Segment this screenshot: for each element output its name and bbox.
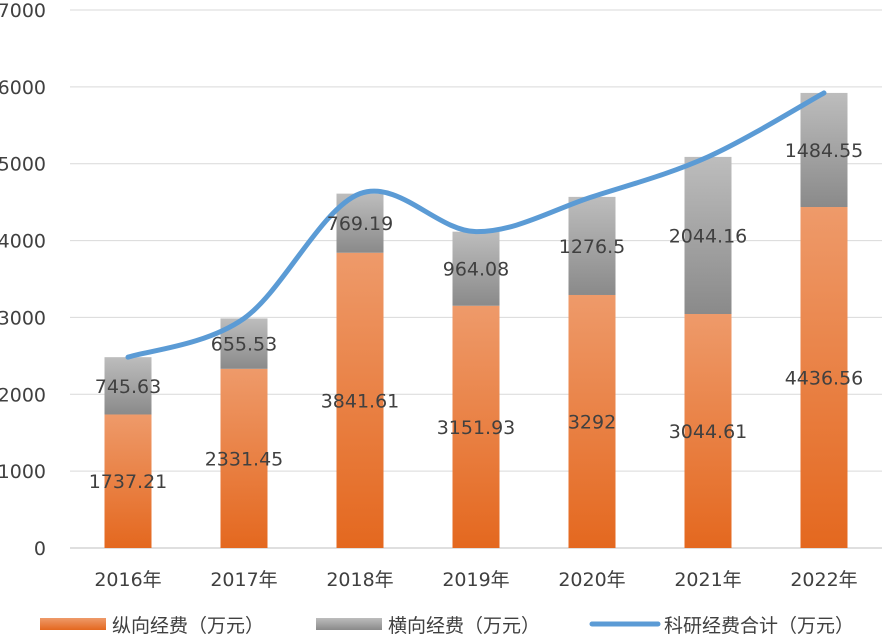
legend-swatch-horizontal [316, 618, 382, 630]
data-label-vertical: 1737.21 [89, 471, 168, 493]
x-tick-label: 2018年 [326, 569, 393, 591]
data-label-vertical: 3841.61 [321, 390, 400, 412]
bar-vertical-funding [220, 368, 268, 548]
x-tick-label: 2016年 [94, 569, 161, 591]
data-label-vertical: 3292 [568, 411, 616, 433]
bar-vertical-funding [684, 313, 732, 548]
y-tick-label: 0 [34, 538, 46, 560]
legend-label-horizontal: 横向经费（万元） [388, 615, 540, 637]
bar-vertical-funding [800, 207, 848, 548]
legend: 纵向经费（万元） 横向经费（万元） 科研经费合计（万元） [40, 615, 854, 637]
y-tick-label: 6000 [0, 77, 46, 99]
data-label-vertical: 4436.56 [785, 368, 864, 390]
data-label-vertical: 2331.45 [205, 448, 284, 470]
bar-vertical-funding [104, 414, 152, 548]
bar-vertical-funding [452, 305, 500, 548]
data-label-horizontal: 769.19 [327, 213, 393, 235]
x-tick-label: 2017年 [210, 569, 277, 591]
data-label-vertical: 3044.61 [669, 421, 748, 443]
x-tick-label: 2022年 [790, 569, 857, 591]
total-line [125, 90, 827, 360]
data-label-horizontal: 1276.5 [559, 236, 625, 258]
bar-horizontal-funding [800, 92, 848, 208]
bar-horizontal-funding [684, 156, 732, 314]
data-label-horizontal: 2044.16 [669, 225, 748, 247]
bar-horizontal-funding [568, 196, 616, 295]
y-tick-label: 2000 [0, 384, 46, 406]
data-labels: 1737.21 745.63 2331.45 655.53 3841.61 769.19 3… [89, 140, 864, 493]
data-label-horizontal: 1484.55 [785, 140, 864, 162]
bar-horizontal-funding [104, 357, 152, 415]
legend-swatch-vertical [40, 618, 106, 630]
y-tick-label: 7000 [0, 0, 46, 22]
line-total-funding [125, 90, 827, 360]
legend-label-vertical: 纵向经费（万元） [112, 615, 264, 637]
x-tick-label: 2020年 [558, 569, 625, 591]
bar-vertical-funding [336, 252, 384, 549]
data-label-vertical: 3151.93 [437, 417, 516, 439]
y-tick-label: 3000 [0, 307, 46, 329]
data-label-horizontal: 964.08 [443, 259, 509, 281]
data-label-horizontal: 745.63 [95, 376, 161, 398]
x-tick-label: 2021年 [674, 569, 741, 591]
y-tick-label: 4000 [0, 231, 46, 253]
y-axis-ticks: 0 1000 2000 3000 4000 5000 6000 7000 [0, 0, 46, 560]
legend-label-total: 科研经费合计（万元） [664, 615, 854, 637]
x-tick-label: 2019年 [442, 569, 509, 591]
bar-horizontal-funding [452, 231, 500, 306]
bar-vertical-funding [568, 294, 616, 548]
y-tick-label: 5000 [0, 154, 46, 176]
x-axis-ticks: 2016年 2017年 2018年 2019年 2020年 2021年 2022年 [94, 569, 857, 591]
y-tick-label: 1000 [0, 461, 46, 483]
bars [104, 92, 848, 549]
data-label-horizontal: 655.53 [211, 334, 277, 356]
